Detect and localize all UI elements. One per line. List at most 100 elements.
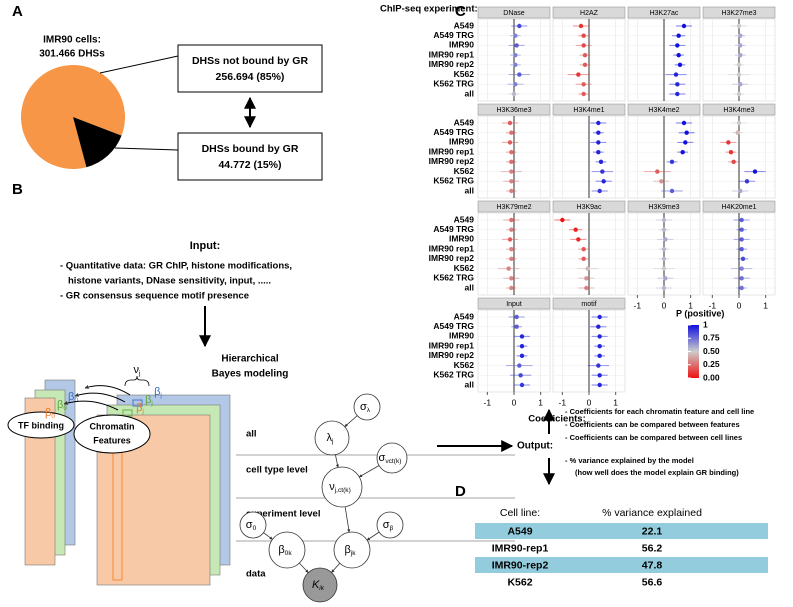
stack-label: Chromatin — [90, 421, 135, 431]
facet-title: H3K27ac — [650, 10, 679, 17]
edge — [359, 465, 380, 478]
point — [736, 62, 742, 68]
facet-title: Input — [506, 301, 522, 308]
point — [728, 149, 734, 155]
point — [675, 91, 680, 97]
subscript: 0 — [63, 405, 67, 412]
point — [513, 62, 518, 68]
point — [740, 256, 746, 262]
point — [519, 353, 525, 359]
facet-strip — [627, 200, 701, 213]
edge — [331, 563, 341, 573]
panel-label: A — [12, 3, 23, 20]
row-shade — [475, 523, 768, 539]
point — [736, 72, 742, 77]
point — [517, 363, 522, 368]
coef-label: νj — [134, 364, 142, 377]
subscript: j — [138, 370, 141, 377]
x-tick-label: 0 — [512, 397, 517, 407]
symbol: β — [45, 407, 51, 419]
point — [507, 237, 513, 242]
facet-strip — [552, 297, 626, 310]
subscript: 0 — [74, 397, 78, 404]
facet-title: H3K4me2 — [648, 107, 679, 114]
facet-title: H3K9ac — [577, 204, 602, 211]
x-tick-label: 1 — [538, 397, 543, 407]
table-header: % variance explained — [602, 507, 702, 519]
stack-label-bg — [7, 411, 75, 439]
arrow — [74, 392, 126, 403]
row-label: K562 — [454, 69, 475, 79]
point — [596, 140, 601, 145]
point — [513, 33, 518, 38]
edge — [299, 562, 309, 573]
facet-title: H3K36me3 — [496, 107, 531, 114]
point — [514, 314, 519, 320]
subscript: j,ct(k) — [334, 487, 351, 494]
subscript: jk — [350, 550, 356, 557]
symbol: β — [145, 394, 151, 406]
panel-label: C — [455, 3, 466, 20]
row-label: IMR90 — [449, 234, 474, 244]
facet-title: H3K27me3 — [721, 10, 756, 17]
point — [576, 237, 581, 242]
row-label: IMR90 — [449, 331, 474, 341]
x-tick-label: 1 — [763, 300, 768, 310]
point — [680, 149, 685, 155]
point — [517, 72, 522, 77]
point — [600, 169, 605, 174]
point — [584, 276, 589, 281]
facet-strip — [477, 6, 551, 19]
symbol: β — [136, 402, 142, 414]
point — [597, 353, 602, 359]
point — [659, 179, 664, 184]
subscript: λ — [367, 407, 371, 414]
table-cell: K562 — [507, 576, 532, 588]
row-label: IMR90 rep1 — [429, 340, 475, 350]
x-tick-label: -1 — [709, 300, 717, 310]
point — [509, 246, 514, 252]
node-label: σ0 — [246, 519, 257, 532]
point — [519, 343, 525, 349]
point — [669, 159, 675, 165]
row-label: IMR90 — [449, 40, 474, 50]
point — [669, 188, 675, 194]
node-label: σλ — [360, 401, 371, 414]
point — [744, 179, 750, 184]
level-label: cell type level — [246, 465, 308, 476]
x-tick-label: 1 — [688, 300, 693, 310]
node-label: σβ — [383, 519, 394, 532]
node — [268, 531, 306, 569]
point — [596, 130, 601, 135]
point — [739, 217, 744, 223]
point — [573, 227, 578, 232]
row-shade — [475, 557, 768, 573]
facet-strip — [477, 200, 551, 213]
point — [597, 188, 602, 194]
node — [239, 511, 267, 539]
facet-strip — [702, 103, 776, 116]
point — [509, 217, 514, 223]
subscript: νct(k) — [385, 458, 401, 465]
output-item: - Coefficients for each chromatin featur… — [565, 407, 754, 416]
input-item: - Quantitative data: GR ChIP, histone mo… — [60, 261, 292, 272]
row-label: IMR90 rep2 — [429, 253, 475, 263]
point — [514, 324, 519, 329]
row-label: A549 TRG — [433, 321, 474, 331]
row-label: A549 — [454, 311, 475, 321]
x-tick-label: -1 — [634, 300, 642, 310]
point — [509, 188, 514, 194]
output-item: - Coefficients can be compared between f… — [565, 420, 740, 429]
facet-title: H3K4me3 — [723, 107, 754, 114]
node-label: Kik — [312, 579, 325, 592]
row-label: A549 — [454, 214, 475, 224]
point — [736, 23, 742, 29]
point — [673, 72, 679, 77]
level-label: all — [246, 429, 257, 440]
point — [513, 82, 518, 87]
edge — [344, 506, 351, 533]
point — [738, 82, 743, 87]
point — [509, 256, 514, 262]
point — [582, 52, 588, 58]
